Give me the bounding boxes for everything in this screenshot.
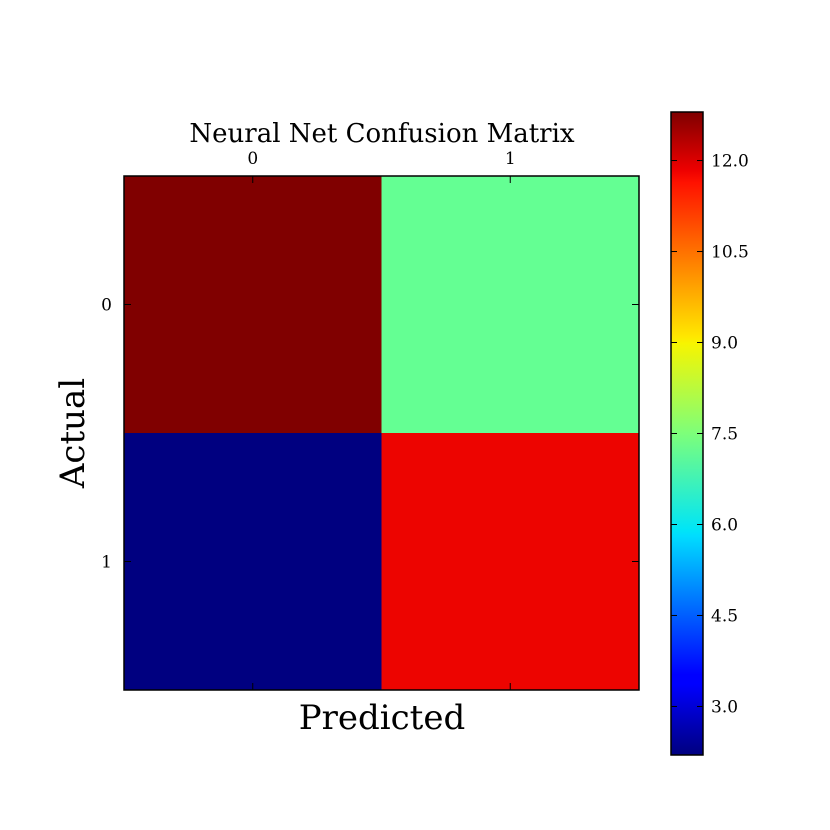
chart-title: Neural Net Confusion Matrix [189, 119, 575, 149]
colorbar-tick-label: 3.0 [711, 697, 738, 717]
x-tick-label: 1 [505, 149, 516, 169]
heatmap-cell [381, 433, 640, 691]
colorbar-tick-label: 6.0 [711, 515, 738, 535]
colorbar-tick-label: 10.5 [711, 243, 749, 263]
x-axis-label: Predicted [299, 698, 465, 738]
y-tick-label: 0 [101, 296, 112, 316]
heatmap-cell [124, 433, 382, 691]
heatmap-cells [124, 176, 640, 691]
colorbar-tick-label: 12.0 [711, 152, 749, 172]
colorbar-tick-label: 7.5 [711, 425, 738, 445]
plot-frame [123, 175, 640, 691]
colorbar-ticks: 3.0 4.5 6.0 7.5 9.0 10.5 12.0 [671, 152, 749, 717]
colorbar-tick-label: 9.0 [711, 334, 738, 354]
heatmap-cell [124, 176, 382, 434]
heatmap-cell [381, 176, 640, 434]
axis-ticks: 0 1 0 1 [101, 149, 639, 690]
x-tick-label: 0 [247, 149, 258, 169]
colorbar-tick-label: 4.5 [711, 606, 738, 626]
y-axis-label: Actual [53, 378, 93, 489]
y-tick-label: 1 [101, 553, 112, 573]
